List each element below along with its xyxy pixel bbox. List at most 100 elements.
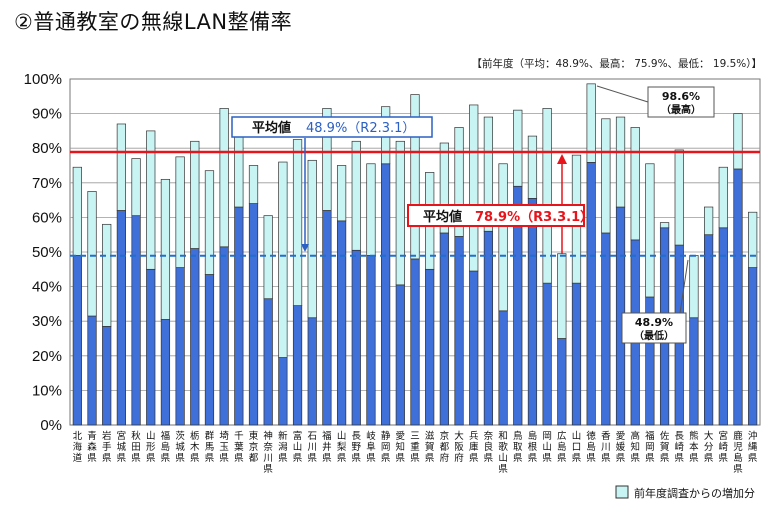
x-tick-label: 広島県 xyxy=(557,430,567,464)
bar-base xyxy=(219,246,229,426)
x-tick-label: 福井県 xyxy=(322,430,332,464)
curr-average-callout: 平均値 78.9%（R3.3.1） xyxy=(407,154,593,254)
bar-increase xyxy=(204,170,215,275)
bar-increase xyxy=(557,253,567,339)
bar-increase xyxy=(659,222,670,229)
legend-label: 前年度調査からの増加分 xyxy=(634,486,755,500)
bar-base xyxy=(322,210,332,426)
bar-base xyxy=(425,268,435,426)
bar-base xyxy=(248,203,259,426)
bars xyxy=(72,83,758,426)
bar-base xyxy=(292,305,303,426)
x-tick-label: 長野県 xyxy=(352,431,362,464)
max-label: （最高） xyxy=(661,103,701,116)
bar-base xyxy=(263,298,273,426)
min-callout: 48.9% （最低） xyxy=(621,259,689,344)
x-tick-label: 新潟県 xyxy=(278,430,288,464)
bar-base xyxy=(469,270,479,426)
bar-increase xyxy=(351,140,361,251)
min-label: （最低） xyxy=(634,329,674,342)
y-tick-label: 0% xyxy=(40,417,62,434)
x-tick-label: 岩手県 xyxy=(102,430,112,464)
bar-increase xyxy=(72,166,82,256)
x-tick-label: 茨城県 xyxy=(175,430,185,464)
bar-increase xyxy=(234,134,244,208)
bar-increase xyxy=(689,255,699,319)
x-tick-label: 青森県 xyxy=(87,430,97,464)
x-tick-label: 沖縄県 xyxy=(748,430,758,464)
bar-increase xyxy=(498,163,508,312)
bar-increase xyxy=(718,166,728,229)
x-tick-label: 愛知県 xyxy=(396,430,406,464)
bar-increase xyxy=(615,116,626,208)
bar-increase xyxy=(748,211,758,268)
bar-base xyxy=(102,326,112,426)
x-tick-label: 静岡県 xyxy=(381,430,391,464)
bar-base xyxy=(87,315,97,426)
bar-base xyxy=(718,227,728,426)
bar-increase xyxy=(527,135,538,199)
y-tick-label: 50% xyxy=(32,244,62,261)
bar-base xyxy=(689,317,699,426)
bar-increase xyxy=(586,83,596,163)
prev-average-callout: 平均値 48.9%（R2.3.1） xyxy=(231,116,433,252)
bar-base xyxy=(733,168,743,426)
max-pointer xyxy=(596,85,649,103)
x-tick-label: 佐賀県 xyxy=(660,430,670,464)
bar-base xyxy=(366,255,376,426)
bar-base xyxy=(278,357,288,426)
bar-base xyxy=(571,282,582,426)
bar-increase xyxy=(219,108,229,248)
prev-average-arrowhead xyxy=(301,244,309,252)
bar-increase xyxy=(410,94,420,260)
min-value: 48.9% xyxy=(635,316,673,329)
x-tick-label: 鹿児島県 xyxy=(733,430,743,475)
bar-increase xyxy=(674,149,684,246)
y-tick-label: 20% xyxy=(32,348,62,365)
bar-base xyxy=(395,284,405,426)
bar-increase xyxy=(190,140,200,249)
max-callout: 98.6% （最高） xyxy=(596,85,715,118)
bar-base xyxy=(586,162,596,426)
x-tick-label: 北海道 xyxy=(73,431,83,464)
curr-average-value: 78.9%（R3.3.1） xyxy=(475,209,593,225)
max-box xyxy=(647,86,715,118)
bar-increase xyxy=(542,108,552,284)
bar-increase xyxy=(87,191,97,317)
bar-increase xyxy=(307,159,317,319)
bar-base xyxy=(498,310,508,426)
bar-increase xyxy=(160,178,171,320)
x-tick-label: 愛媛県 xyxy=(616,430,626,464)
bar-increase xyxy=(175,156,185,268)
x-tick-label: 栃木県 xyxy=(190,430,200,464)
bar-base xyxy=(483,230,494,426)
bar-increase xyxy=(322,108,332,211)
legend-swatch xyxy=(615,485,629,499)
bar-increase xyxy=(733,113,743,170)
bar-base xyxy=(439,232,449,426)
y-tick-label: 60% xyxy=(32,209,62,226)
x-tick-label: 香川県 xyxy=(601,431,611,464)
x-tick-label: 滋賀県 xyxy=(425,430,435,464)
bar-increase xyxy=(395,140,405,286)
legend: 前年度調査からの増加分 xyxy=(615,485,755,500)
x-tick-label: 鳥取県 xyxy=(513,430,523,464)
bar-increase xyxy=(630,127,640,241)
y-tick-label: 90% xyxy=(32,106,62,123)
x-tick-label: 熊本県 xyxy=(689,430,699,464)
bar-base xyxy=(72,255,82,426)
bar-base xyxy=(704,234,714,426)
x-tick-label: 山形県 xyxy=(146,431,156,464)
bar-increase xyxy=(116,123,126,211)
bar-base xyxy=(336,220,347,426)
bar-base xyxy=(454,236,464,426)
x-tick-label: 宮崎県 xyxy=(719,430,729,464)
x-tick-label: 富山県 xyxy=(293,430,303,464)
bar-increase xyxy=(469,104,479,272)
x-tick-label: 和歌山県 xyxy=(498,431,508,475)
bar-increase xyxy=(454,127,464,237)
x-tick-label: 山梨県 xyxy=(337,431,347,464)
x-tick-label: 秋田県 xyxy=(131,430,141,464)
min-box xyxy=(621,312,687,344)
bar-increase xyxy=(292,139,303,306)
